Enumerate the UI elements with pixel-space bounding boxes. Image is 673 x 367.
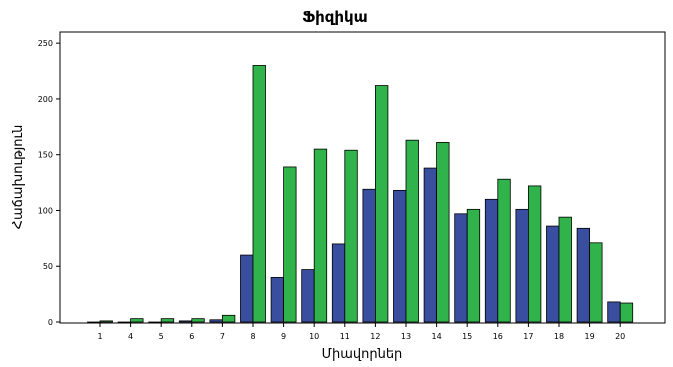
x-tick-label-6: 6 (189, 332, 194, 341)
bar-9-series-2 (283, 166, 297, 323)
bar-12-series-2 (374, 85, 389, 323)
x-tick-label-7: 7 (220, 332, 225, 341)
bar-15-series-1 (454, 213, 468, 323)
y-tick-label-100: 100 (38, 206, 53, 215)
x-tick-label-19: 19 (585, 332, 595, 341)
x-tick-label-12: 12 (370, 332, 380, 341)
x-tick-label-14: 14 (432, 332, 442, 341)
bar-20-series-2 (619, 302, 634, 323)
bar-17-series-2 (528, 185, 542, 323)
bar-19-series-1 (576, 227, 590, 323)
bar-7-series-1 (209, 319, 223, 323)
bar-10-series-1 (301, 269, 315, 323)
y-axis-label: Հաճախություն (11, 125, 26, 230)
x-tick-label-13: 13 (401, 332, 411, 341)
x-tick-label-17: 17 (523, 332, 533, 341)
bar-5-series-1 (148, 321, 162, 323)
bar-15-series-2 (466, 208, 481, 323)
x-tick-label-18: 18 (554, 332, 564, 341)
bar-4-series-1 (117, 321, 131, 323)
bar-18-series-1 (546, 225, 560, 323)
bar-17-series-1 (515, 208, 529, 323)
y-tick-label-50: 50 (43, 262, 53, 271)
bar-5-series-2 (160, 318, 175, 323)
y-tick-label-250: 250 (38, 39, 53, 48)
bar-14-series-2 (436, 142, 450, 323)
bar-1-series-1 (87, 321, 101, 323)
bar-20-series-1 (607, 301, 621, 323)
y-tick-label-0: 0 (48, 318, 53, 327)
chart-title: Ֆիզիկա (302, 8, 367, 26)
x-tick-label-8: 8 (250, 332, 255, 341)
x-tick-label-10: 10 (309, 332, 319, 341)
x-tick-label-20: 20 (615, 332, 625, 341)
x-tick-label-11: 11 (340, 332, 350, 341)
bar-1-series-2 (99, 320, 113, 323)
y-axis: 0 50 100 150 200 250 (38, 39, 60, 327)
bar-9-series-1 (270, 276, 285, 323)
bar-6-series-2 (191, 318, 205, 323)
bar-13-series-1 (393, 189, 407, 323)
x-axis: 1 4 5 6 7 8 9 10 11 12 13 14 15 16 17 18 19 20 (97, 323, 625, 341)
x-tick-label-16: 16 (493, 332, 503, 341)
x-tick-label-1: 1 (97, 332, 102, 341)
bar-16-series-1 (484, 198, 499, 323)
bar-13-series-2 (405, 139, 419, 323)
bar-6-series-1 (178, 320, 193, 323)
bar-12-series-1 (362, 188, 376, 323)
bar-10-series-2 (313, 148, 328, 323)
y-tick-label-150: 150 (38, 151, 53, 160)
bar-11-series-2 (344, 149, 358, 323)
x-axis-label: Միավորներ (322, 347, 403, 362)
bar-19-series-2 (589, 242, 603, 323)
bar-18-series-2 (558, 216, 572, 323)
x-tick-label-15: 15 (462, 332, 472, 341)
bar-7-series-2 (221, 314, 236, 323)
y-tick-label-200: 200 (38, 95, 53, 104)
bar-11-series-1 (331, 243, 346, 323)
x-tick-label-9: 9 (281, 332, 286, 341)
x-tick-label-4: 4 (128, 332, 133, 341)
x-tick-label-5: 5 (159, 332, 164, 341)
bar-4-series-2 (130, 318, 144, 323)
bar-8-series-2 (252, 65, 266, 323)
bars (87, 65, 634, 323)
bar-8-series-1 (240, 254, 254, 323)
bar-16-series-2 (497, 178, 511, 323)
bar-14-series-1 (423, 167, 438, 323)
